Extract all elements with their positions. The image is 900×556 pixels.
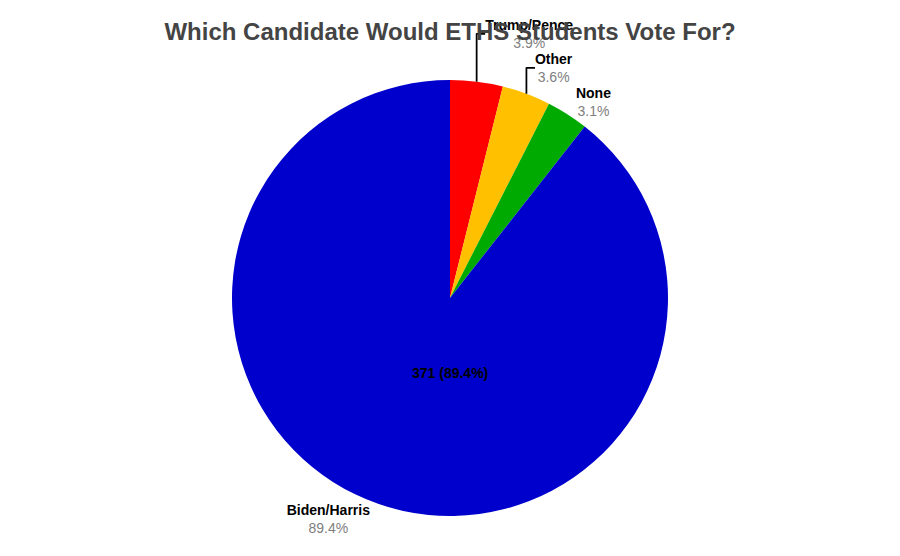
svg-text:Biden/Harris89.4%: Biden/Harris89.4% [287,502,370,536]
svg-text:Which Candidate Would ETHS Stu: Which Candidate Would ETHS Students Vote… [164,18,735,45]
svg-text:371 (89.4%): 371 (89.4%) [412,365,488,381]
svg-text:Trump/Pence3.9%: Trump/Pence3.9% [485,17,573,51]
svg-text:Other3.6%: Other3.6% [535,51,573,85]
svg-text:None3.1%: None3.1% [576,85,611,119]
